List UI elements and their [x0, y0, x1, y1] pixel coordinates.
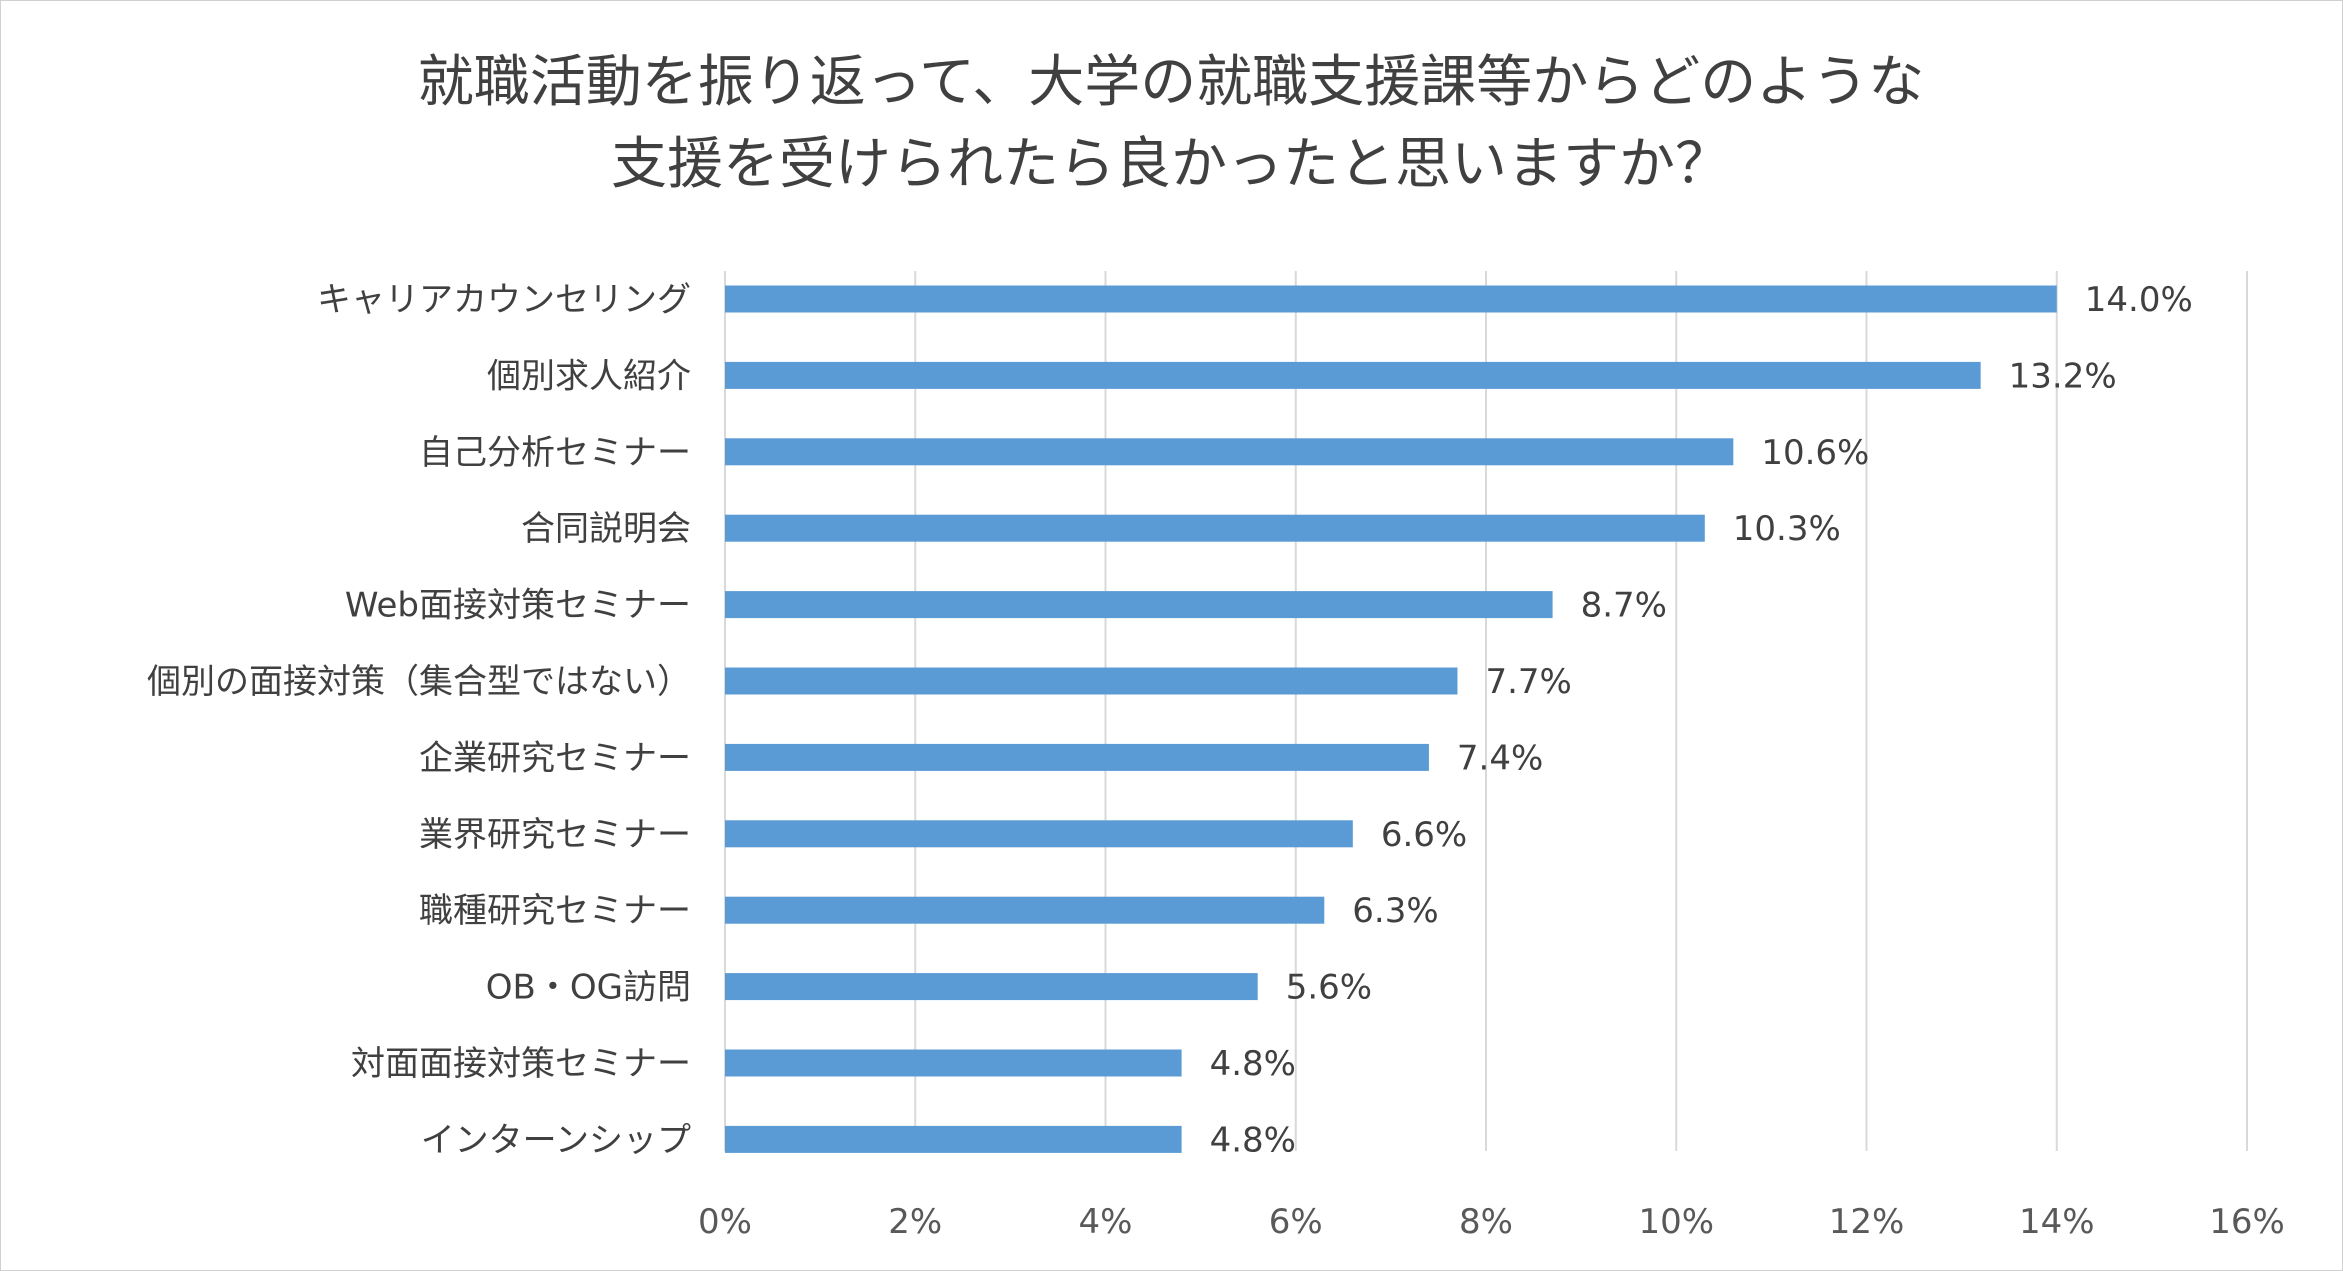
bar [725, 896, 1325, 924]
data-label: 7.4% [1457, 738, 1543, 778]
bar [725, 973, 1258, 1001]
bar [725, 667, 1458, 695]
bar [725, 1049, 1182, 1077]
data-label: 10.6% [1761, 433, 1869, 473]
category-label: 業界研究セミナー [419, 815, 691, 855]
category-label: 個別の面接対策（集合型ではない） [147, 662, 691, 702]
x-tick-label: 12% [1829, 1202, 1905, 1242]
data-label: 4.8% [1210, 1120, 1296, 1160]
bar [725, 1125, 1182, 1153]
x-axis-tick-labels: 0% 2% 4% 6% 8% 10% 12% 14% 16% [698, 1202, 2285, 1242]
chart-title: 就職活動を振り返って、大学の就職支援課等からどのような 支援を受けられたら良かっ… [418, 50, 1924, 197]
x-tick-label: 14% [2019, 1202, 2095, 1242]
bar [725, 514, 1705, 542]
category-label: 対面面接対策セミナー [351, 1044, 691, 1084]
data-labels: 14.0% 13.2% 10.6% 10.3% 8.7%7.7% 7.4% 6.6% 6.3%… [1210, 280, 2193, 1160]
chart-title-line-1: 就職活動を振り返って、大学の就職支援課等からどのような [418, 50, 1924, 115]
x-tick-label: 2% [888, 1202, 942, 1242]
category-label: 自己分析セミナー [419, 433, 691, 473]
data-label: 7.7% [1485, 662, 1571, 702]
bar [725, 285, 2057, 313]
x-tick-label: 16% [2209, 1202, 2285, 1242]
data-label: 4.8% [1210, 1044, 1296, 1084]
category-label: 個別求人紹介 [487, 356, 691, 396]
category-label: OB・OG訪問 [486, 968, 691, 1008]
data-label: 8.7% [1581, 586, 1667, 626]
bar [725, 361, 1981, 389]
category-label: キャリアカウンセリング [317, 280, 691, 320]
bar [725, 438, 1734, 466]
data-label: 6.6% [1381, 815, 1467, 855]
bars [725, 285, 2057, 1153]
x-tick-label: 0% [698, 1202, 752, 1242]
x-tick-label: 6% [1269, 1202, 1323, 1242]
category-label: Web面接対策セミナー [345, 586, 691, 626]
bar [725, 591, 1553, 619]
x-tick-label: 4% [1079, 1202, 1133, 1242]
x-tick-label: 8% [1459, 1202, 1513, 1242]
data-label: 6.3% [1352, 891, 1438, 931]
data-label: 5.6% [1286, 968, 1372, 1008]
x-tick-label: 10% [1638, 1202, 1714, 1242]
category-label: 合同説明会 [521, 509, 691, 549]
category-label: インターンシップ [421, 1120, 691, 1160]
bar [725, 820, 1353, 848]
category-label: 企業研究セミナー [419, 738, 691, 778]
category-label: 職種研究セミナー [419, 891, 691, 931]
bar [725, 743, 1429, 771]
data-label: 13.2% [2009, 356, 2117, 396]
data-label: 14.0% [2085, 280, 2193, 320]
gridlines [724, 271, 2248, 1151]
chart-title-line-2: 支援を受けられたら良かったと思いますか？ [611, 132, 1731, 197]
data-label: 10.3% [1733, 509, 1841, 549]
